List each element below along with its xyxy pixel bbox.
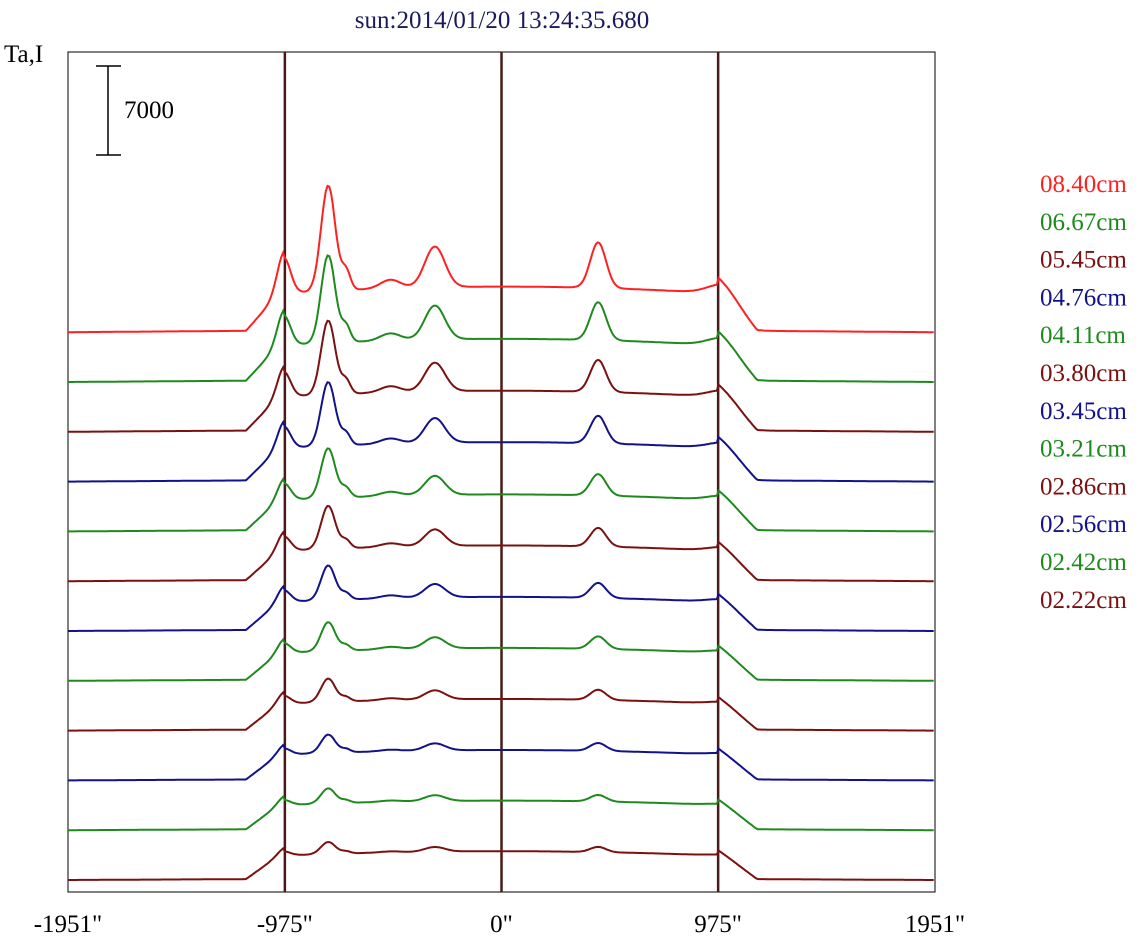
legend-entry-1: 06.67cm xyxy=(1040,209,1127,236)
series-line-02.56cm xyxy=(68,733,934,782)
reference-lines xyxy=(283,52,720,892)
legend: 08.40cm 06.67cm 05.45cm 04.76cm 04.11cm 03.80… xyxy=(1040,171,1127,614)
legend-entry-6: 03.45cm xyxy=(1040,398,1127,425)
x-tick-label-2: 0" xyxy=(490,911,513,938)
legend-entry-2: 05.45cm xyxy=(1040,247,1127,274)
x-tick-label-3: 975" xyxy=(694,911,742,938)
series-line-05.45cm xyxy=(68,319,934,433)
x-tick-label-0: -1951" xyxy=(34,911,103,938)
series-lines xyxy=(68,184,934,881)
legend-entry-11: 02.22cm xyxy=(1040,587,1127,614)
series-line-03.21cm xyxy=(68,621,934,682)
series-line-03.80cm xyxy=(68,504,934,583)
series-line-08.40cm xyxy=(68,184,934,334)
legend-entry-0: 08.40cm xyxy=(1040,171,1127,198)
x-tick-labels: -1951" -975" 0" 975" 1951" xyxy=(34,911,965,938)
legend-entry-7: 03.21cm xyxy=(1040,436,1127,463)
scale-bar: 7000 xyxy=(96,65,174,156)
scale-bar-label: 7000 xyxy=(124,97,174,124)
series-line-03.45cm xyxy=(68,564,934,632)
x-tick-label-4: 1951" xyxy=(905,911,965,938)
series-line-02.86cm xyxy=(68,677,934,732)
legend-entry-8: 02.86cm xyxy=(1040,473,1127,500)
x-tick-label-1: -975" xyxy=(257,911,313,938)
legend-entry-3: 04.76cm xyxy=(1040,284,1127,311)
chart-title: sun:2014/01/20 13:24:35.680 xyxy=(355,7,649,34)
series-line-06.67cm xyxy=(68,254,934,383)
series-line-04.76cm xyxy=(68,381,934,483)
series-line-02.42cm xyxy=(68,787,934,832)
legend-entry-5: 03.80cm xyxy=(1040,360,1127,387)
y-axis-label: Ta,I xyxy=(4,41,43,68)
series-line-02.22cm xyxy=(68,841,934,881)
series-line-04.11cm xyxy=(68,447,934,533)
legend-entry-4: 04.11cm xyxy=(1040,322,1126,349)
legend-entry-9: 02.56cm xyxy=(1040,511,1127,538)
legend-entry-10: 02.42cm xyxy=(1040,549,1127,576)
